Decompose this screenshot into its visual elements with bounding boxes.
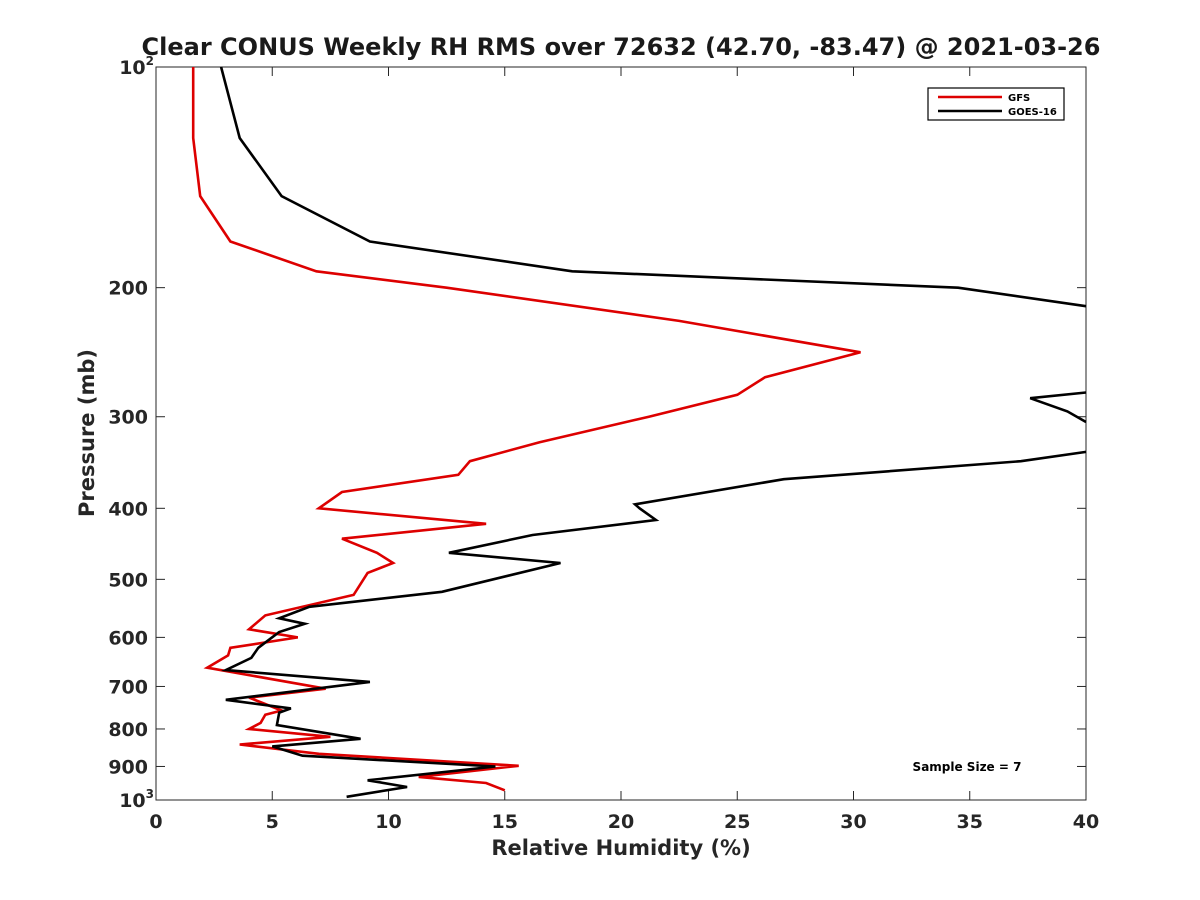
legend-label-goes16: GOES-16 [1008, 107, 1057, 118]
x-tick-label: 30 [840, 811, 866, 833]
y-tick-label: 300 [108, 407, 148, 429]
y-tick-label: 103 [119, 787, 154, 812]
y-tick-label: 800 [108, 719, 148, 741]
y-axis-label: Pressure (mb) [75, 349, 99, 517]
x-tick-label: 25 [724, 811, 750, 833]
x-tick-label: 10 [375, 811, 401, 833]
x-axis-label: Relative Humidity (%) [491, 836, 750, 860]
y-tick-label: 200 [108, 278, 148, 300]
y-tick-label: 900 [108, 756, 148, 778]
y-axis: 102 200 300 400 500 600 700 800 900 103 [108, 54, 1086, 812]
y-tick-label: 600 [108, 627, 148, 649]
legend: GFS GOES-16 [927, 87, 1065, 121]
x-tick-label: 40 [1073, 811, 1099, 833]
series-line-gfs [191, 67, 861, 792]
y-tick-label: 500 [108, 569, 148, 591]
legend-box [927, 87, 1065, 121]
y-tick-label: 700 [108, 676, 148, 698]
x-tick-label: 15 [492, 811, 518, 833]
chart-title: Clear CONUS Weekly RH RMS over 72632 (42… [142, 33, 1101, 61]
x-axis: 0 5 10 15 20 25 30 35 40 [149, 67, 1099, 833]
series-lines [191, 66, 1087, 799]
y-tick-label: 102 [119, 54, 154, 79]
x-tick-label: 0 [149, 811, 162, 833]
legend-label-gfs: GFS [1008, 93, 1030, 104]
series-line-goes16 [219, 66, 1087, 799]
y-tick-label: 400 [108, 498, 148, 520]
x-tick-label: 5 [266, 811, 279, 833]
x-tick-label: 20 [608, 811, 634, 833]
x-tick-label: 35 [957, 811, 983, 833]
sample-size-annotation: Sample Size = 7 [913, 760, 1022, 774]
